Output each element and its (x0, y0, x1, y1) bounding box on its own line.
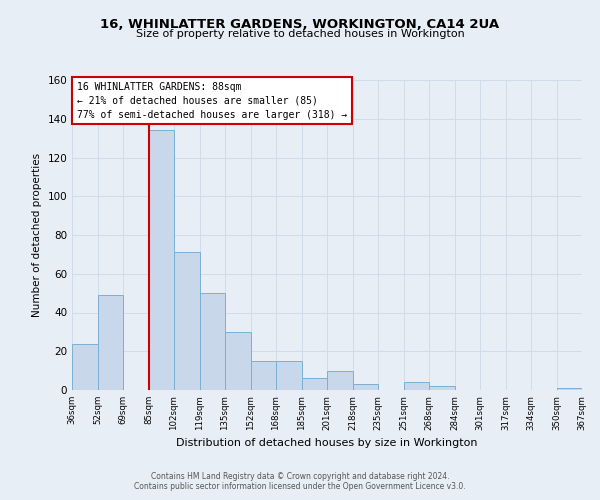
Bar (251, 361, 276, 390)
Bar (225, 332, 251, 390)
Bar (327, 370, 353, 390)
Bar (429, 386, 455, 390)
Bar (149, 130, 174, 390)
Bar (276, 361, 302, 390)
Text: 16 WHINLATTER GARDENS: 88sqm
← 21% of detached houses are smaller (85)
77% of se: 16 WHINLATTER GARDENS: 88sqm ← 21% of de… (77, 82, 347, 120)
Bar (72, 344, 97, 390)
Bar (97, 295, 123, 390)
Text: Contains public sector information licensed under the Open Government Licence v3: Contains public sector information licen… (134, 482, 466, 491)
X-axis label: Distribution of detached houses by size in Workington: Distribution of detached houses by size … (176, 438, 478, 448)
Text: 16, WHINLATTER GARDENS, WORKINGTON, CA14 2UA: 16, WHINLATTER GARDENS, WORKINGTON, CA14… (100, 18, 500, 30)
Text: Size of property relative to detached houses in Workington: Size of property relative to detached ho… (136, 29, 464, 39)
Bar (174, 252, 199, 390)
Bar (404, 382, 429, 390)
Y-axis label: Number of detached properties: Number of detached properties (32, 153, 42, 317)
Bar (353, 384, 378, 390)
Bar (557, 388, 582, 390)
Bar (302, 378, 327, 390)
Text: Contains HM Land Registry data © Crown copyright and database right 2024.: Contains HM Land Registry data © Crown c… (151, 472, 449, 481)
Bar (199, 293, 225, 390)
